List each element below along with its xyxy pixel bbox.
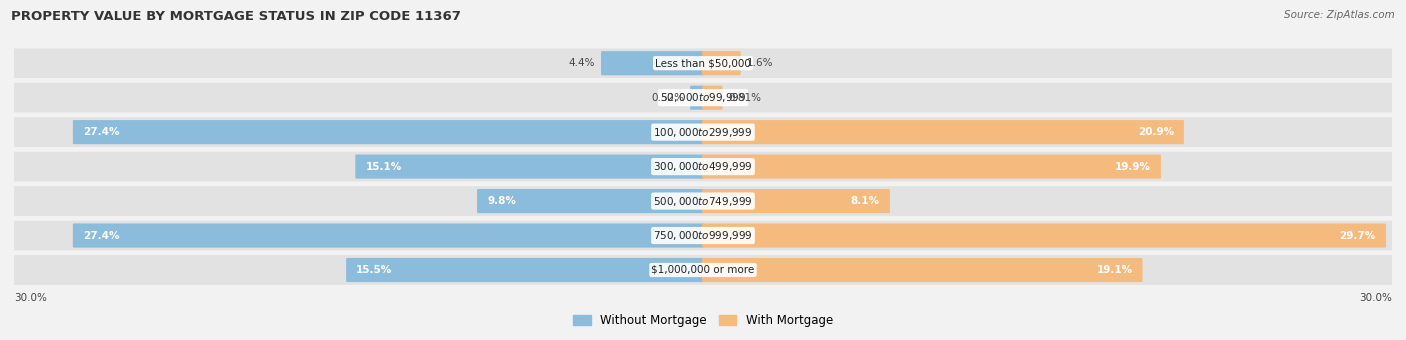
FancyBboxPatch shape (13, 221, 1393, 250)
FancyBboxPatch shape (13, 152, 1393, 182)
FancyBboxPatch shape (690, 86, 704, 110)
Text: $300,000 to $499,999: $300,000 to $499,999 (654, 160, 752, 173)
Text: Less than $50,000: Less than $50,000 (655, 58, 751, 68)
Text: 9.8%: 9.8% (486, 196, 516, 206)
FancyBboxPatch shape (346, 258, 704, 282)
FancyBboxPatch shape (73, 223, 704, 248)
Text: $500,000 to $749,999: $500,000 to $749,999 (654, 194, 752, 207)
Text: 1.6%: 1.6% (747, 58, 773, 68)
FancyBboxPatch shape (73, 120, 704, 144)
Text: 27.4%: 27.4% (83, 231, 120, 240)
FancyBboxPatch shape (600, 51, 704, 75)
FancyBboxPatch shape (356, 155, 704, 179)
Text: Source: ZipAtlas.com: Source: ZipAtlas.com (1284, 10, 1395, 20)
FancyBboxPatch shape (702, 189, 890, 213)
FancyBboxPatch shape (13, 83, 1393, 113)
FancyBboxPatch shape (702, 155, 1161, 179)
FancyBboxPatch shape (13, 255, 1393, 285)
Text: PROPERTY VALUE BY MORTGAGE STATUS IN ZIP CODE 11367: PROPERTY VALUE BY MORTGAGE STATUS IN ZIP… (11, 10, 461, 23)
Text: 15.1%: 15.1% (366, 162, 402, 172)
Text: 0.81%: 0.81% (728, 93, 762, 103)
Text: 15.5%: 15.5% (356, 265, 392, 275)
Text: 20.9%: 20.9% (1137, 127, 1174, 137)
FancyBboxPatch shape (13, 186, 1393, 216)
Text: 30.0%: 30.0% (1360, 293, 1392, 303)
FancyBboxPatch shape (702, 51, 741, 75)
Text: 4.4%: 4.4% (568, 58, 595, 68)
FancyBboxPatch shape (477, 189, 704, 213)
Legend: Without Mortgage, With Mortgage: Without Mortgage, With Mortgage (568, 309, 838, 332)
Text: 30.0%: 30.0% (14, 293, 46, 303)
FancyBboxPatch shape (13, 117, 1393, 147)
Text: 19.1%: 19.1% (1097, 265, 1132, 275)
Text: 8.1%: 8.1% (851, 196, 880, 206)
Text: 29.7%: 29.7% (1340, 231, 1376, 240)
FancyBboxPatch shape (702, 86, 723, 110)
FancyBboxPatch shape (702, 258, 1143, 282)
Text: $750,000 to $999,999: $750,000 to $999,999 (654, 229, 752, 242)
FancyBboxPatch shape (702, 223, 1386, 248)
Text: 27.4%: 27.4% (83, 127, 120, 137)
Text: 19.9%: 19.9% (1115, 162, 1152, 172)
Text: $50,000 to $99,999: $50,000 to $99,999 (659, 91, 747, 104)
Text: 0.52%: 0.52% (651, 93, 685, 103)
Text: $100,000 to $299,999: $100,000 to $299,999 (654, 126, 752, 139)
Text: $1,000,000 or more: $1,000,000 or more (651, 265, 755, 275)
FancyBboxPatch shape (13, 48, 1393, 78)
FancyBboxPatch shape (702, 120, 1184, 144)
